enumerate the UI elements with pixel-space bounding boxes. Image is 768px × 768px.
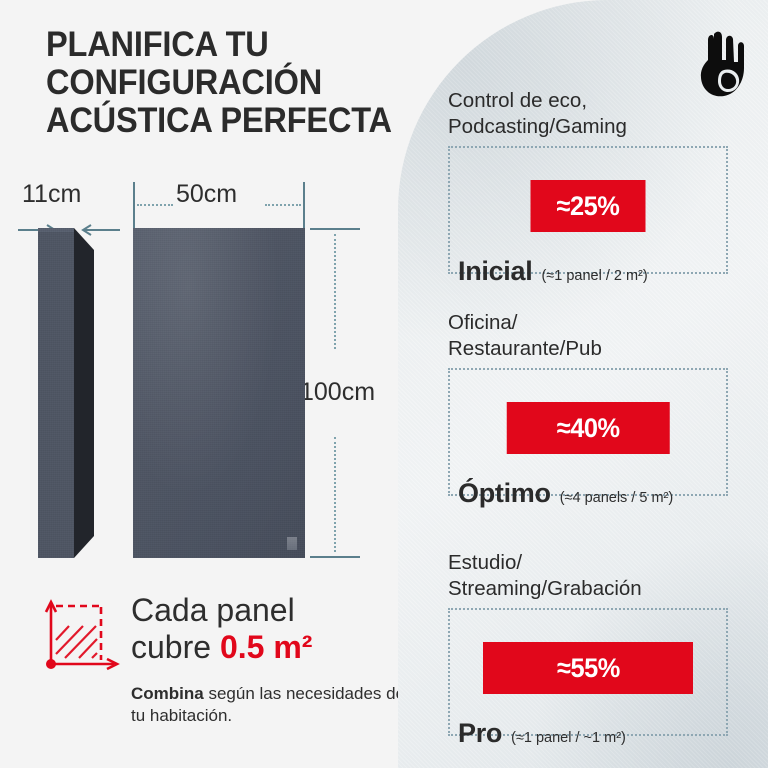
width-dotted-left	[137, 204, 173, 206]
tier-card-optimo[interactable]: Oficina/ Restaurante/Pub ≈40% Óptimo (≈4…	[448, 310, 728, 508]
area-coverage-icon	[42, 596, 124, 674]
left-column: PLANIFICA TU CONFIGURACIÓN ACÚSTICA PERF…	[18, 25, 411, 728]
tier-footer: Óptimo (≈4 panels / 5 m²)	[458, 478, 673, 509]
tier-box: ≈25% Inicial (≈1 panel / 2 m²)	[448, 146, 728, 286]
tiers-panel: Control de eco, Podcasting/Gaming ≈25% I…	[398, 0, 768, 768]
tier-use-case: Oficina/ Restaurante/Pub	[448, 311, 602, 361]
width-label: 50cm	[176, 180, 238, 208]
acoustic-panel-side-view	[38, 228, 100, 558]
panel-front-texture	[133, 228, 305, 558]
combine-note: Combina según las necesidades de tu habi…	[131, 683, 411, 728]
tier-note: (≈1 panel / 2 m²)	[541, 268, 648, 285]
height-dotted-top	[334, 234, 336, 349]
panel-watermark	[287, 537, 297, 550]
headline-line-3: ACÚSTICA PERFECTA	[46, 100, 392, 140]
width-dimension-marker	[133, 182, 305, 228]
combine-note-bold: Combina	[131, 684, 204, 703]
tier-box: ≈40% Óptimo (≈4 panels / 5 m²)	[448, 368, 728, 508]
tier-name: Pro	[458, 718, 503, 749]
tier-card-pro[interactable]: Estudio/ Streaming/Grabación ≈55% Pro (≈…	[448, 550, 728, 748]
tier-note: (≈4 panels / 5 m²)	[559, 490, 674, 507]
tier-percent-bar: ≈40%	[506, 402, 670, 455]
panel-front-face	[133, 228, 305, 558]
thickness-label: 11cm	[22, 180, 82, 208]
panel-side-texture	[38, 228, 74, 558]
tier-box: ≈55% Pro (≈1 panel / ~1 m²)	[448, 608, 728, 748]
panel-side-shape-icon	[38, 228, 94, 558]
height-dimension-marker	[310, 228, 370, 558]
tier-card-inicial[interactable]: Control de eco, Podcasting/Gaming ≈25% I…	[448, 88, 728, 286]
tier-percent-label: ≈25%	[556, 190, 620, 221]
coverage-line-1: Cada panel	[131, 592, 295, 628]
tier-footer: Inicial (≈1 panel / 2 m²)	[458, 256, 648, 287]
page-title: PLANIFICA TU CONFIGURACIÓN ACÚSTICA PERF…	[46, 25, 392, 140]
combine-note-rest: según las necesidades de tu habitación.	[131, 684, 406, 726]
headline-line-1: PLANIFICA TU	[46, 25, 269, 64]
coverage-line-2: cubre	[131, 629, 220, 666]
tier-use-case: Control de eco, Podcasting/Gaming	[448, 89, 627, 139]
tier-percent-bar: ≈25%	[530, 180, 646, 233]
tier-name: Inicial	[458, 256, 533, 287]
height-label: 100cm	[300, 378, 376, 406]
coverage-statement: Cada panel cubre 0.5 m²	[131, 592, 401, 666]
height-cap-top	[310, 228, 360, 230]
tier-percent-label: ≈40%	[556, 412, 620, 443]
tier-note: (≈1 panel / ~1 m²)	[511, 730, 626, 747]
coverage-value: 0.5 m²	[219, 629, 313, 666]
headline-line-2: CONFIGURACIÓN	[46, 62, 323, 102]
width-cap-right	[303, 182, 305, 228]
width-dotted-right	[265, 204, 301, 206]
tier-percent-bar: ≈55%	[483, 642, 693, 695]
tier-percent-label: ≈55%	[556, 652, 620, 683]
tier-name: Óptimo	[458, 478, 551, 509]
height-dotted-bottom	[334, 437, 336, 552]
width-cap-left	[133, 182, 135, 228]
acoustic-panel-front-view	[133, 228, 305, 558]
hand-glyph	[700, 31, 744, 97]
area-coverage-glyph	[44, 599, 120, 671]
height-cap-bottom	[310, 556, 360, 558]
tier-footer: Pro (≈1 panel / ~1 m²)	[458, 718, 626, 749]
tier-use-case: Estudio/ Streaming/Grabación	[448, 551, 642, 601]
hand-ok-gesture-icon	[694, 26, 750, 100]
